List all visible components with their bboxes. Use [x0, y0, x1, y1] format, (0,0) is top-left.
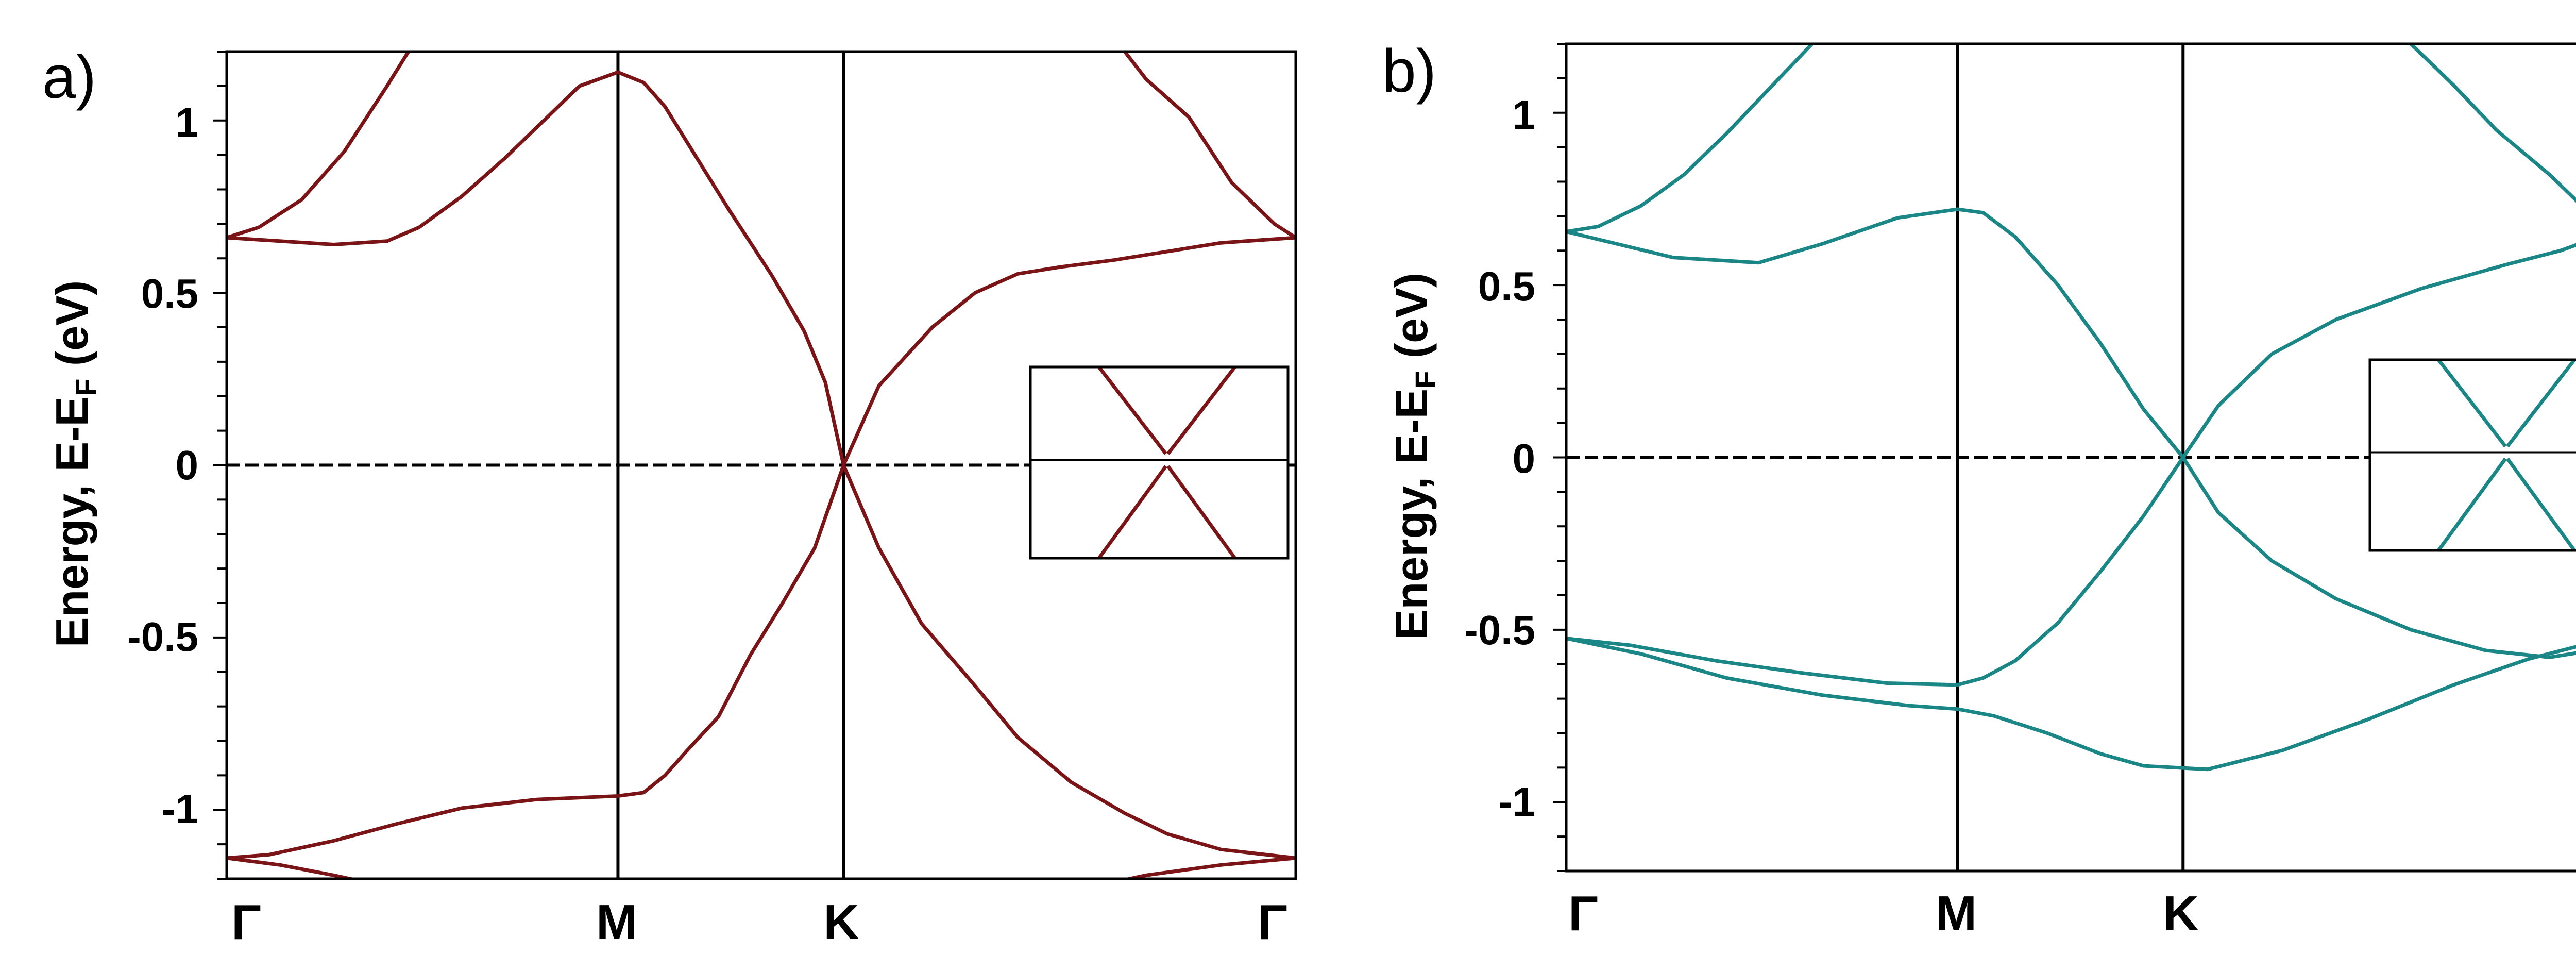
- panel-a-band-line-5: [227, 856, 359, 879]
- panel-b-kpoint-label-k: K: [2163, 886, 2198, 941]
- panel-a-inset-frame: [1029, 365, 1290, 560]
- panel-a-kpoint-label-m: M: [596, 895, 637, 950]
- panel-a-band-line-3: [1123, 52, 1296, 240]
- panel-a-y-tick-label: 0: [176, 442, 199, 488]
- panel-b-y-tick-label: 1: [1513, 92, 1536, 138]
- panel-b-inset-cone-lower-left: [2437, 457, 2507, 552]
- panel-b-band-line-2: [1566, 44, 1814, 233]
- panel-b-bands: [1566, 44, 2576, 772]
- panel-b-band-structure: b) Energy, E-EF (eV) 1 0.5 0 -0.5 -1 Γ M…: [1382, 37, 2576, 941]
- panel-a-kpoint-label-k: K: [823, 895, 859, 950]
- panel-a-plot-frame: [225, 50, 1297, 880]
- panel-a-y-label-tail: (eV): [46, 280, 97, 379]
- panel-b-kpoint-labels: Γ M K Γ: [1568, 886, 2199, 941]
- panel-a-letter: a): [42, 43, 96, 111]
- panel-a-y-tick-label: 0.5: [141, 271, 198, 316]
- panel-b-y-axis-label: Energy, E-EF (eV): [1386, 273, 1442, 640]
- panel-a-band-line-2: [227, 52, 411, 240]
- panel-a-kpoint-labels: Γ M K Γ: [231, 895, 1287, 950]
- panel-a-y-tick-labels: 1 0.5 0 -0.5 -1: [127, 99, 198, 832]
- panel-a-y-label-main: Energy, E-E: [46, 396, 97, 647]
- panel-a-y-axis-label: Energy, E-EF (eV): [46, 280, 102, 647]
- panel-b-y-tick-label: -1: [1499, 779, 1535, 825]
- panel-a-y-label-subscript: F: [70, 379, 102, 396]
- panel-b-band-line-3: [2409, 44, 2576, 203]
- panel-b-plot-area: [1553, 42, 2576, 873]
- panel-b-plot-frame: [1565, 42, 2576, 873]
- panel-a-inset-cone-lower-right: [1166, 465, 1236, 560]
- panel-a-dirac-cone-inset: [1029, 365, 1290, 560]
- panel-b-band-line-5: [1566, 637, 2576, 772]
- panel-a-y-tick-label: -1: [162, 786, 198, 832]
- panel-a-band-line-4: [227, 463, 1296, 860]
- panel-b-inset-frame: [2368, 358, 2576, 552]
- panel-a-inset-cone-upper-left: [1097, 365, 1167, 455]
- panel-b-y-tick-label: 0: [1513, 436, 1536, 481]
- panel-b-y-tick-label: 0.5: [1478, 263, 1535, 309]
- panel-a-kpoint-label-gamma-end: Γ: [1258, 895, 1287, 950]
- panel-b-letter: b): [1382, 37, 1436, 105]
- panel-b-inset-background: [2370, 360, 2576, 550]
- panel-a-band-line-6: [1121, 856, 1296, 879]
- panel-b-band-line-1: [1566, 207, 2576, 459]
- panel-b-inset-cone-lower-right: [2506, 457, 2576, 552]
- panel-a-plot-area: [213, 50, 1297, 880]
- panel-b-dirac-cone-inset: [2368, 358, 2576, 552]
- panel-b-kpoint-label-m: M: [1936, 886, 1977, 941]
- panel-a-y-tick-label: -0.5: [127, 614, 198, 660]
- panel-a-band-structure: a) Energy, E-EF (eV) 1 0.5 0 -0.5 -1 Γ M…: [42, 43, 1297, 950]
- panel-a-inset-cone-upper-right: [1166, 365, 1236, 455]
- panel-b-inset-cone-upper-right: [2506, 358, 2576, 448]
- panel-b-y-label-main: Energy, E-E: [1386, 389, 1437, 640]
- panel-a-y-tick-label: 1: [176, 99, 199, 145]
- panel-a-band-line-1: [227, 70, 1296, 467]
- panel-a-kpoint-label-gamma-start: Γ: [231, 895, 261, 950]
- panel-b-y-tick-labels: 1 0.5 0 -0.5 -1: [1464, 92, 1535, 825]
- panel-a-inset-cone-lower-left: [1097, 465, 1167, 560]
- panel-b-y-label-subscript: F: [1409, 371, 1442, 389]
- panel-b-band-line-4: [1566, 456, 2576, 687]
- panel-b-y-tick-label: -0.5: [1464, 607, 1535, 653]
- panel-a-inset-background: [1030, 367, 1288, 558]
- panel-b-inset-cone-upper-left: [2437, 358, 2507, 448]
- panel-b-kpoint-label-gamma-start: Γ: [1568, 886, 1598, 941]
- panel-b-y-label-tail: (eV): [1386, 273, 1437, 371]
- panel-a-bands: [227, 52, 1296, 879]
